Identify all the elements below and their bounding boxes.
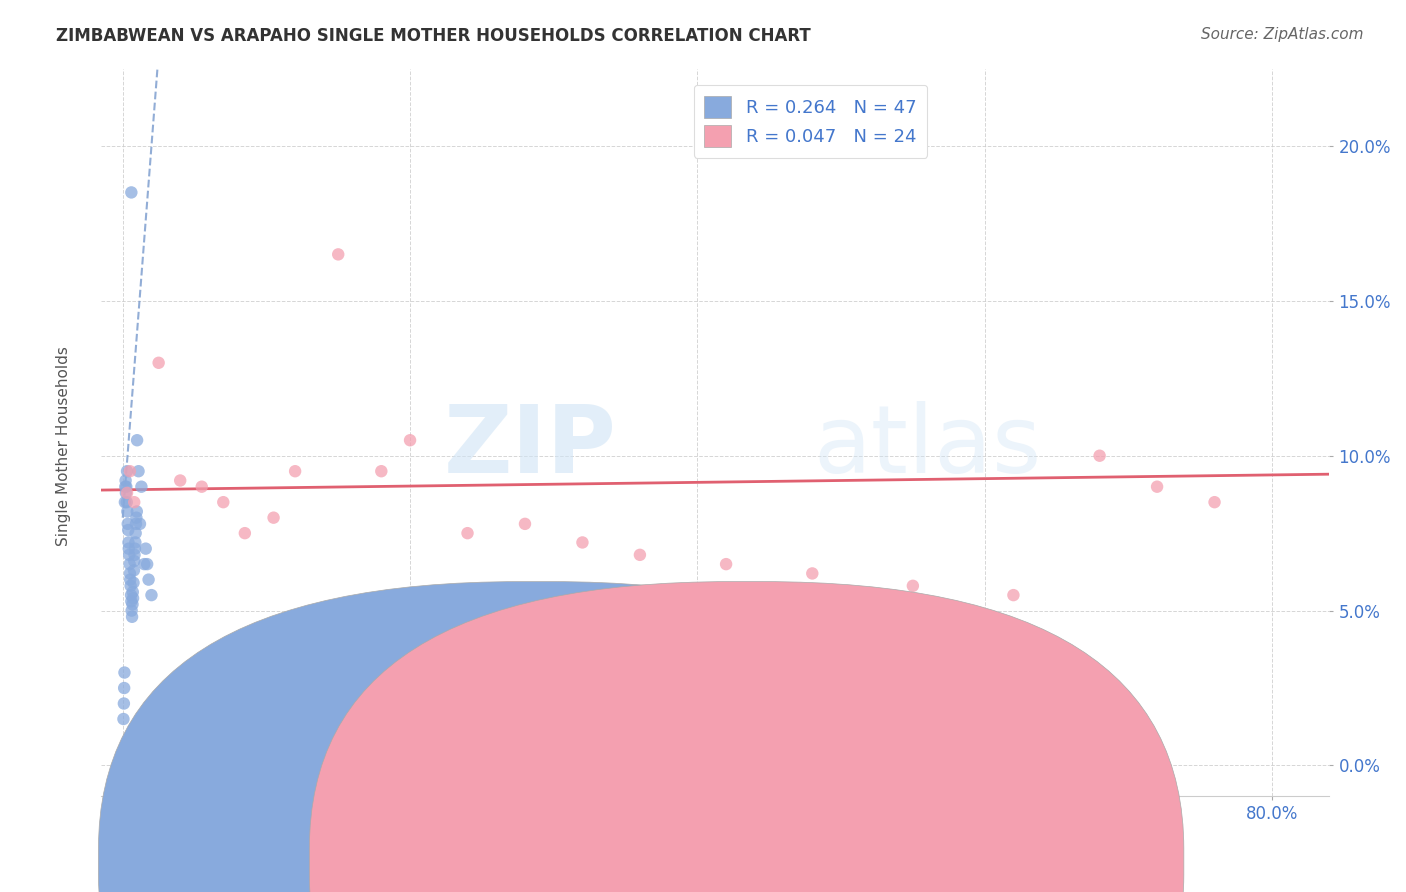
Point bbox=[124, 535, 146, 549]
Point bbox=[1002, 588, 1025, 602]
Point bbox=[118, 548, 141, 562]
Point bbox=[190, 480, 212, 494]
Point bbox=[124, 548, 146, 562]
Point bbox=[128, 464, 150, 478]
Point bbox=[169, 474, 191, 488]
Point bbox=[457, 526, 479, 541]
Point bbox=[117, 535, 139, 549]
Point bbox=[513, 516, 536, 531]
Point bbox=[121, 598, 143, 612]
Point bbox=[114, 495, 136, 509]
Point bbox=[115, 464, 138, 478]
Point bbox=[1146, 480, 1168, 494]
Point bbox=[122, 591, 145, 606]
Point bbox=[148, 356, 170, 370]
Point bbox=[121, 604, 143, 618]
Point bbox=[328, 247, 350, 261]
Point bbox=[121, 585, 143, 599]
Text: Arapaho: Arapaho bbox=[773, 856, 844, 874]
Point bbox=[120, 186, 142, 200]
Point bbox=[117, 516, 139, 531]
Point bbox=[118, 566, 141, 581]
Text: ZIP: ZIP bbox=[444, 401, 617, 493]
Point bbox=[117, 504, 139, 518]
Point bbox=[901, 579, 924, 593]
Point bbox=[714, 557, 737, 571]
Point bbox=[124, 526, 146, 541]
Point bbox=[115, 486, 138, 500]
Point bbox=[135, 541, 157, 556]
Point bbox=[115, 495, 138, 509]
Point bbox=[129, 516, 152, 531]
Point bbox=[801, 566, 824, 581]
Point bbox=[125, 516, 148, 531]
Point bbox=[114, 474, 136, 488]
Point bbox=[370, 464, 392, 478]
Point bbox=[131, 480, 153, 494]
Point bbox=[1088, 449, 1111, 463]
Point bbox=[628, 548, 651, 562]
Point bbox=[284, 464, 307, 478]
Point bbox=[114, 480, 136, 494]
Point bbox=[125, 510, 148, 524]
Point bbox=[118, 557, 141, 571]
Point bbox=[118, 541, 141, 556]
Point bbox=[120, 573, 142, 587]
Point bbox=[115, 486, 138, 500]
Point bbox=[112, 681, 135, 695]
Point bbox=[1204, 495, 1226, 509]
Legend: R = 0.264   N = 47, R = 0.047   N = 24: R = 0.264 N = 47, R = 0.047 N = 24 bbox=[693, 85, 928, 158]
Text: Source: ZipAtlas.com: Source: ZipAtlas.com bbox=[1201, 27, 1364, 42]
Point bbox=[136, 557, 159, 571]
Point bbox=[122, 575, 145, 590]
Text: atlas: atlas bbox=[814, 401, 1042, 493]
Point bbox=[121, 609, 143, 624]
Point bbox=[122, 563, 145, 577]
Point bbox=[115, 480, 138, 494]
Point bbox=[118, 464, 141, 478]
Point bbox=[124, 541, 146, 556]
Text: Zimbabweans: Zimbabweans bbox=[562, 856, 679, 874]
Point bbox=[141, 588, 163, 602]
Point bbox=[114, 665, 136, 680]
Point bbox=[117, 523, 139, 537]
Point bbox=[127, 434, 149, 448]
Point bbox=[263, 510, 285, 524]
Point bbox=[233, 526, 256, 541]
Point bbox=[122, 554, 145, 568]
Point bbox=[112, 697, 135, 711]
Point bbox=[120, 588, 142, 602]
Text: ZIMBABWEAN VS ARAPAHO SINGLE MOTHER HOUSEHOLDS CORRELATION CHART: ZIMBABWEAN VS ARAPAHO SINGLE MOTHER HOUS… bbox=[56, 27, 811, 45]
Point bbox=[399, 434, 422, 448]
Point bbox=[120, 579, 142, 593]
Point bbox=[122, 495, 145, 509]
Text: Single Mother Households: Single Mother Households bbox=[56, 346, 70, 546]
Point bbox=[125, 504, 148, 518]
Point bbox=[138, 573, 160, 587]
Point bbox=[212, 495, 235, 509]
Point bbox=[134, 557, 156, 571]
Point bbox=[120, 594, 142, 608]
Point bbox=[112, 712, 135, 726]
Point bbox=[571, 535, 593, 549]
